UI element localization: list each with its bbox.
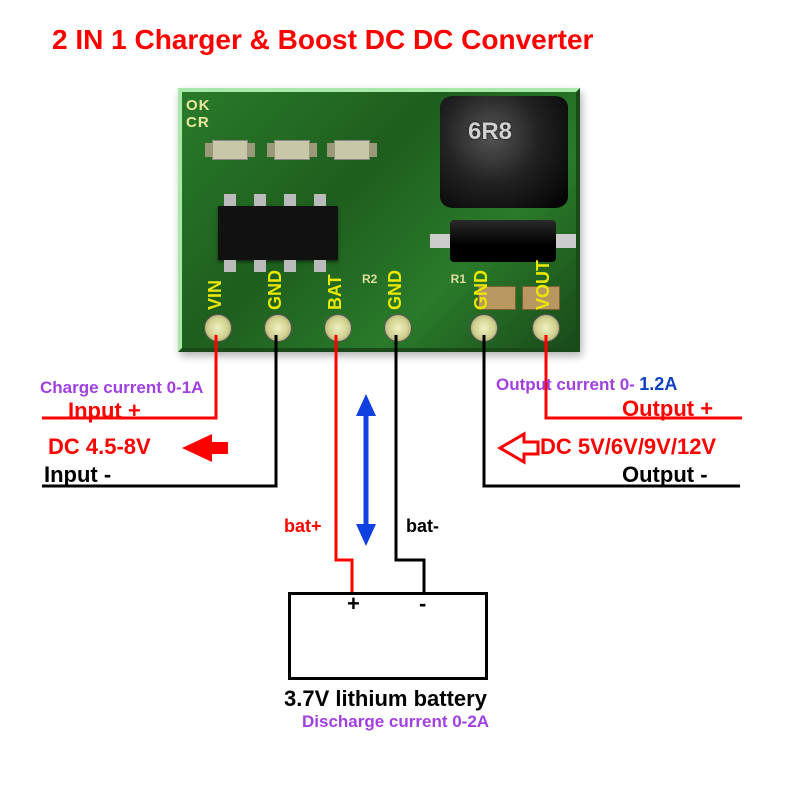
inductor-6r8 <box>440 96 568 208</box>
output-voltage-label: DC 5V/6V/9V/12V <box>540 434 716 460</box>
output-current-label: Output current 0- 1.2A <box>496 374 677 395</box>
silk-r1: R1 <box>451 272 466 286</box>
output-current-value: 1.2A <box>639 374 677 394</box>
pad-label-vin: VIN <box>205 266 226 310</box>
silk-r2: R2 <box>362 272 377 286</box>
pad-bat <box>324 314 352 342</box>
bat-plus-label: bat+ <box>284 516 322 537</box>
output-plus-label: Output + <box>622 396 713 422</box>
silk-ok-cr: OK CR <box>186 98 211 131</box>
led-1 <box>212 140 248 160</box>
discharge-current-label: Discharge current 0-2A <box>302 712 489 732</box>
battery-box: + - <box>288 592 488 680</box>
led-2 <box>274 140 310 160</box>
pcb-board: OK CR R2 R1 VIN GND BAT GND GND VOUT <box>178 88 580 352</box>
main-title: 2 IN 1 Charger & Boost DC DC Converter <box>52 24 593 56</box>
pad-label-gnd2: GND <box>385 266 406 310</box>
output-current-prefix: Output current 0- <box>496 375 635 394</box>
schottky-diode <box>450 220 556 262</box>
input-voltage-label: DC 4.5-8V <box>48 434 151 460</box>
silk-cr: CR <box>186 114 210 131</box>
output-minus-label: Output - <box>622 462 708 488</box>
pad-vin <box>204 314 232 342</box>
charger-ic <box>218 206 338 260</box>
battery-term-plus: + <box>347 591 360 617</box>
silk-ok: OK <box>186 97 211 114</box>
battery-voltage-label: 3.7V lithium battery <box>284 686 487 712</box>
pad-gnd2 <box>384 314 412 342</box>
resistor-smd <box>334 140 370 160</box>
bat-minus-label: bat- <box>406 516 439 537</box>
pad-label-gnd1: GND <box>265 266 286 310</box>
pad-label-gnd3: GND <box>471 266 492 310</box>
pad-label-vout: VOUT <box>533 266 554 310</box>
pad-gnd1 <box>264 314 292 342</box>
charge-current-label: Charge current 0-1A <box>40 378 203 398</box>
input-plus-label: Input + <box>68 398 141 424</box>
pad-label-bat: BAT <box>325 266 346 310</box>
battery-term-minus: - <box>419 591 426 617</box>
pad-gnd3 <box>470 314 498 342</box>
pad-vout <box>532 314 560 342</box>
input-minus-label: Input - <box>44 462 111 488</box>
